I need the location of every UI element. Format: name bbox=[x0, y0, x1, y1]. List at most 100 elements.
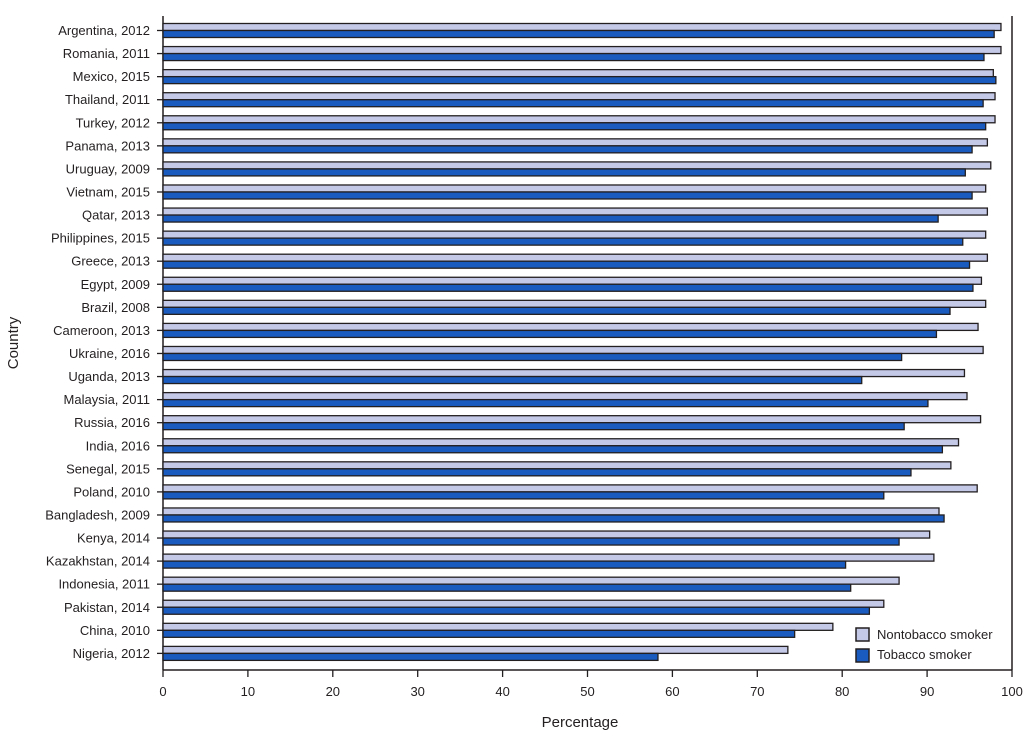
legend-swatch-tobacco bbox=[855, 648, 870, 663]
category-label: Turkey, 2012 bbox=[76, 115, 150, 130]
category-label: Senegal, 2015 bbox=[66, 461, 150, 476]
bar-group bbox=[162, 438, 960, 454]
bar-tobacco bbox=[162, 491, 885, 500]
category-label: Greece, 2013 bbox=[71, 254, 150, 269]
legend-label-nontobacco: Nontobacco smoker bbox=[877, 627, 993, 642]
category-label: India, 2016 bbox=[86, 438, 150, 453]
category-label: Philippines, 2015 bbox=[51, 231, 150, 246]
bar-nontobacco bbox=[162, 276, 983, 285]
bar-tobacco bbox=[162, 122, 987, 131]
bar-nontobacco bbox=[162, 484, 978, 493]
bar-nontobacco bbox=[162, 184, 987, 193]
bar-nontobacco bbox=[162, 553, 935, 562]
x-tick-label: 20 bbox=[326, 684, 340, 699]
bar-tobacco bbox=[162, 29, 995, 39]
bar-nontobacco bbox=[162, 415, 982, 424]
category-label: Ukraine, 2016 bbox=[69, 346, 150, 361]
plot-area bbox=[162, 16, 1013, 671]
bar-group bbox=[162, 161, 992, 177]
bar-nontobacco bbox=[162, 253, 989, 262]
bar-nontobacco bbox=[162, 391, 968, 401]
category-label: Poland, 2010 bbox=[73, 484, 150, 499]
category-label: Uganda, 2013 bbox=[68, 369, 150, 384]
bar-group bbox=[162, 622, 834, 638]
bar-tobacco bbox=[162, 652, 659, 662]
bar-tobacco bbox=[162, 306, 951, 315]
category-labels: Argentina, 2012 Romania, 2011 Mexico, 2015… bbox=[45, 23, 163, 661]
bar-group bbox=[162, 207, 989, 223]
bar-nontobacco bbox=[162, 645, 789, 655]
category-label: Kenya, 2014 bbox=[77, 531, 150, 546]
category-label: Indonesia, 2011 bbox=[58, 577, 150, 592]
x-tick-label: 30 bbox=[410, 684, 424, 699]
bar-group bbox=[162, 368, 966, 385]
category-label: China, 2010 bbox=[80, 623, 150, 638]
bar-tobacco bbox=[162, 52, 985, 62]
category-label: Cameroon, 2013 bbox=[53, 323, 150, 338]
bar-tobacco bbox=[162, 398, 929, 408]
bar-nontobacco bbox=[162, 45, 1002, 55]
legend-swatch-nontobacco bbox=[855, 627, 870, 642]
bar-tobacco bbox=[162, 329, 938, 339]
category-label: Kazakhstan, 2014 bbox=[46, 554, 150, 569]
bar-tobacco bbox=[162, 260, 971, 269]
bar-group bbox=[162, 138, 989, 154]
category-label: Nigeria, 2012 bbox=[73, 646, 150, 661]
bar-nontobacco bbox=[162, 368, 966, 378]
x-axis-title: Percentage bbox=[542, 714, 619, 731]
bar-nontobacco bbox=[162, 576, 900, 585]
x-tick-label: 90 bbox=[920, 684, 934, 699]
bar-tobacco bbox=[162, 352, 903, 362]
bar-tobacco bbox=[162, 583, 852, 592]
category-label: Thailand, 2011 bbox=[65, 92, 150, 107]
bar-nontobacco bbox=[162, 161, 992, 170]
bar-group bbox=[162, 22, 1002, 39]
bar-group bbox=[162, 253, 989, 269]
bar-group bbox=[162, 507, 945, 523]
bar-tobacco bbox=[162, 168, 966, 177]
bar-group bbox=[162, 415, 982, 431]
bar-nontobacco bbox=[162, 438, 960, 447]
bar-tobacco bbox=[162, 191, 973, 200]
bar-tobacco bbox=[162, 283, 974, 292]
bar-nontobacco bbox=[162, 230, 987, 239]
bar-group bbox=[162, 322, 979, 339]
bar-tobacco bbox=[162, 468, 912, 477]
bar-group bbox=[162, 576, 900, 592]
bar-nontobacco bbox=[162, 138, 989, 147]
category-label: Malaysia, 2011 bbox=[64, 392, 150, 407]
category-label: Brazil, 2008 bbox=[81, 300, 150, 315]
bar-tobacco bbox=[162, 237, 964, 246]
bar-group bbox=[162, 68, 997, 85]
bar-tobacco bbox=[162, 214, 939, 223]
bar-group bbox=[162, 391, 968, 408]
bar-tobacco bbox=[162, 560, 847, 569]
x-tick-label: 10 bbox=[241, 684, 255, 699]
bar-group bbox=[162, 184, 987, 200]
x-tick-label: 40 bbox=[495, 684, 509, 699]
bar-tobacco bbox=[162, 537, 900, 546]
bar-group bbox=[162, 230, 987, 246]
category-label: Bangladesh, 2009 bbox=[45, 507, 150, 522]
bar-tobacco bbox=[162, 375, 863, 385]
x-tick-label: 50 bbox=[580, 684, 594, 699]
bar-group bbox=[162, 553, 935, 569]
bar-nontobacco bbox=[162, 68, 994, 78]
category-label: Romania, 2011 bbox=[63, 46, 150, 61]
bar-tobacco bbox=[162, 99, 984, 108]
bar-tobacco bbox=[162, 75, 997, 85]
bar-nontobacco bbox=[162, 115, 996, 124]
y-axis-title: Country bbox=[5, 316, 22, 369]
bar-group bbox=[162, 276, 983, 292]
bar-nontobacco bbox=[162, 507, 940, 516]
bar-group bbox=[162, 345, 984, 362]
x-tick-label: 100 bbox=[1001, 684, 1023, 699]
bar-tobacco bbox=[162, 514, 945, 523]
bar-group bbox=[162, 115, 996, 131]
bar-tobacco bbox=[162, 445, 944, 454]
category-label: Panama, 2013 bbox=[65, 138, 150, 153]
bar-tobacco bbox=[162, 422, 905, 431]
bar-group bbox=[162, 645, 789, 662]
x-tick-label: 70 bbox=[750, 684, 764, 699]
